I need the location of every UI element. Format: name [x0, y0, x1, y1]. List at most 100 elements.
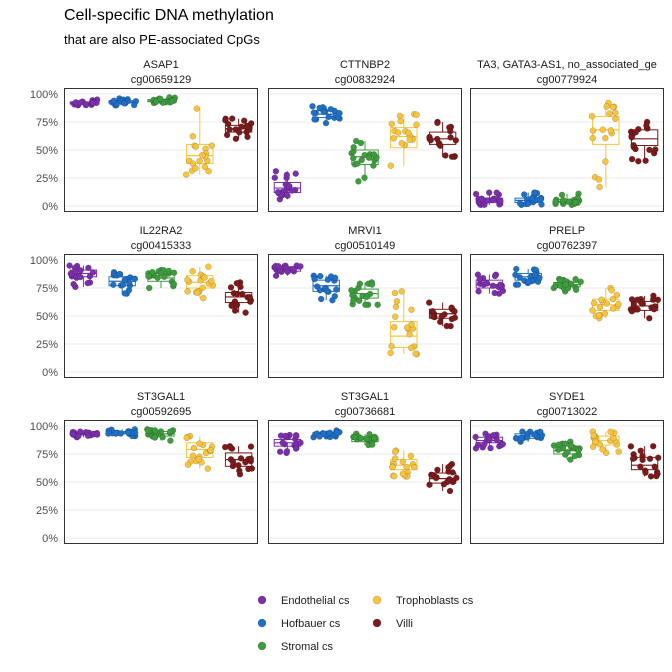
group-endothelial-cs: [472, 189, 504, 209]
panel-border: [64, 88, 258, 212]
data-point: [69, 431, 77, 438]
data-point: [121, 276, 129, 283]
data-point: [566, 198, 573, 205]
group-stromal-cs: [350, 430, 379, 449]
data-point: [562, 440, 569, 447]
data-point: [325, 113, 332, 121]
data-point: [476, 275, 483, 283]
data-point: [589, 443, 597, 450]
data-point: [607, 127, 615, 134]
facet-probe-label: cg00832924: [335, 74, 396, 86]
data-point: [393, 298, 401, 305]
data-point: [195, 455, 202, 463]
data-point: [318, 295, 325, 303]
data-point: [413, 121, 420, 128]
data-point: [608, 287, 615, 294]
data-point: [413, 111, 420, 118]
data-point: [168, 98, 175, 105]
data-point: [309, 103, 316, 110]
data-point: [489, 282, 497, 289]
group-trophoblasts-cs: [389, 447, 418, 480]
data-point: [588, 112, 596, 120]
group-hofbauer-cs: [108, 95, 140, 109]
data-point: [356, 297, 363, 304]
data-point: [182, 171, 190, 178]
group-hofbauer-cs: [105, 426, 139, 440]
data-point: [196, 440, 203, 447]
data-point: [161, 273, 168, 280]
y-tick-label: 0%: [42, 201, 58, 213]
data-point: [247, 443, 255, 450]
data-point: [513, 265, 520, 273]
data-point: [392, 455, 399, 462]
facet-gene-label: MRVI1: [348, 225, 381, 237]
data-point: [77, 273, 84, 281]
facet-probe-label: cg00762397: [537, 240, 598, 252]
group-trophoblasts-cs: [588, 99, 620, 191]
data-point: [531, 189, 538, 197]
group-endothelial-cs: [66, 262, 98, 291]
data-point: [475, 288, 482, 295]
data-point: [120, 100, 128, 107]
data-point: [390, 135, 397, 142]
data-point: [406, 331, 413, 338]
data-point: [655, 454, 662, 461]
data-point: [159, 434, 166, 441]
data-point: [271, 174, 278, 181]
data-point: [316, 287, 324, 294]
data-point: [399, 458, 406, 465]
data-point: [204, 465, 212, 472]
legend-item: Villi: [372, 618, 413, 630]
data-point: [333, 286, 340, 293]
data-point: [635, 157, 642, 165]
data-point: [408, 306, 415, 313]
data-point: [452, 137, 459, 144]
data-point: [399, 470, 407, 477]
box: [390, 321, 418, 348]
data-point: [443, 322, 450, 330]
data-point: [170, 280, 178, 288]
data-point: [629, 455, 637, 462]
data-point: [151, 427, 159, 434]
panel-border: [268, 254, 462, 378]
data-point: [412, 350, 419, 357]
y-tick-label: 0%: [42, 367, 58, 379]
facet-gene-label: PRELP: [549, 225, 585, 237]
data-point: [514, 281, 522, 288]
data-point: [75, 433, 82, 440]
group-stromal-cs: [348, 279, 381, 308]
data-point: [637, 463, 644, 470]
data-point: [628, 132, 635, 140]
data-point: [356, 280, 364, 287]
data-point: [497, 281, 504, 288]
data-point: [512, 271, 519, 279]
legend-label: Hofbauer cs: [281, 618, 341, 630]
y-tick-label: 25%: [36, 505, 58, 517]
data-point: [317, 272, 324, 280]
data-point: [590, 432, 597, 439]
facet-panel: PRELP cg00762397: [470, 225, 664, 378]
data-point: [483, 279, 490, 287]
data-point: [650, 443, 657, 450]
panel-border: [64, 420, 258, 544]
data-point: [434, 466, 441, 474]
data-point: [387, 349, 394, 357]
data-point: [437, 142, 444, 150]
data-point: [151, 434, 159, 441]
data-point: [316, 104, 323, 112]
data-point: [326, 429, 334, 436]
data-point: [497, 197, 504, 205]
legend-item: Trophoblasts cs: [372, 595, 474, 607]
data-point: [483, 197, 491, 204]
data-point: [77, 99, 84, 106]
data-point: [131, 275, 139, 282]
data-point: [606, 110, 613, 117]
data-point: [350, 155, 357, 162]
y-tick-label: 50%: [36, 311, 58, 323]
data-point: [403, 463, 410, 471]
data-point: [577, 278, 584, 285]
data-point: [272, 168, 280, 175]
data-point: [446, 476, 453, 483]
data-point: [224, 120, 232, 128]
group-trophoblasts-cs: [184, 263, 217, 302]
